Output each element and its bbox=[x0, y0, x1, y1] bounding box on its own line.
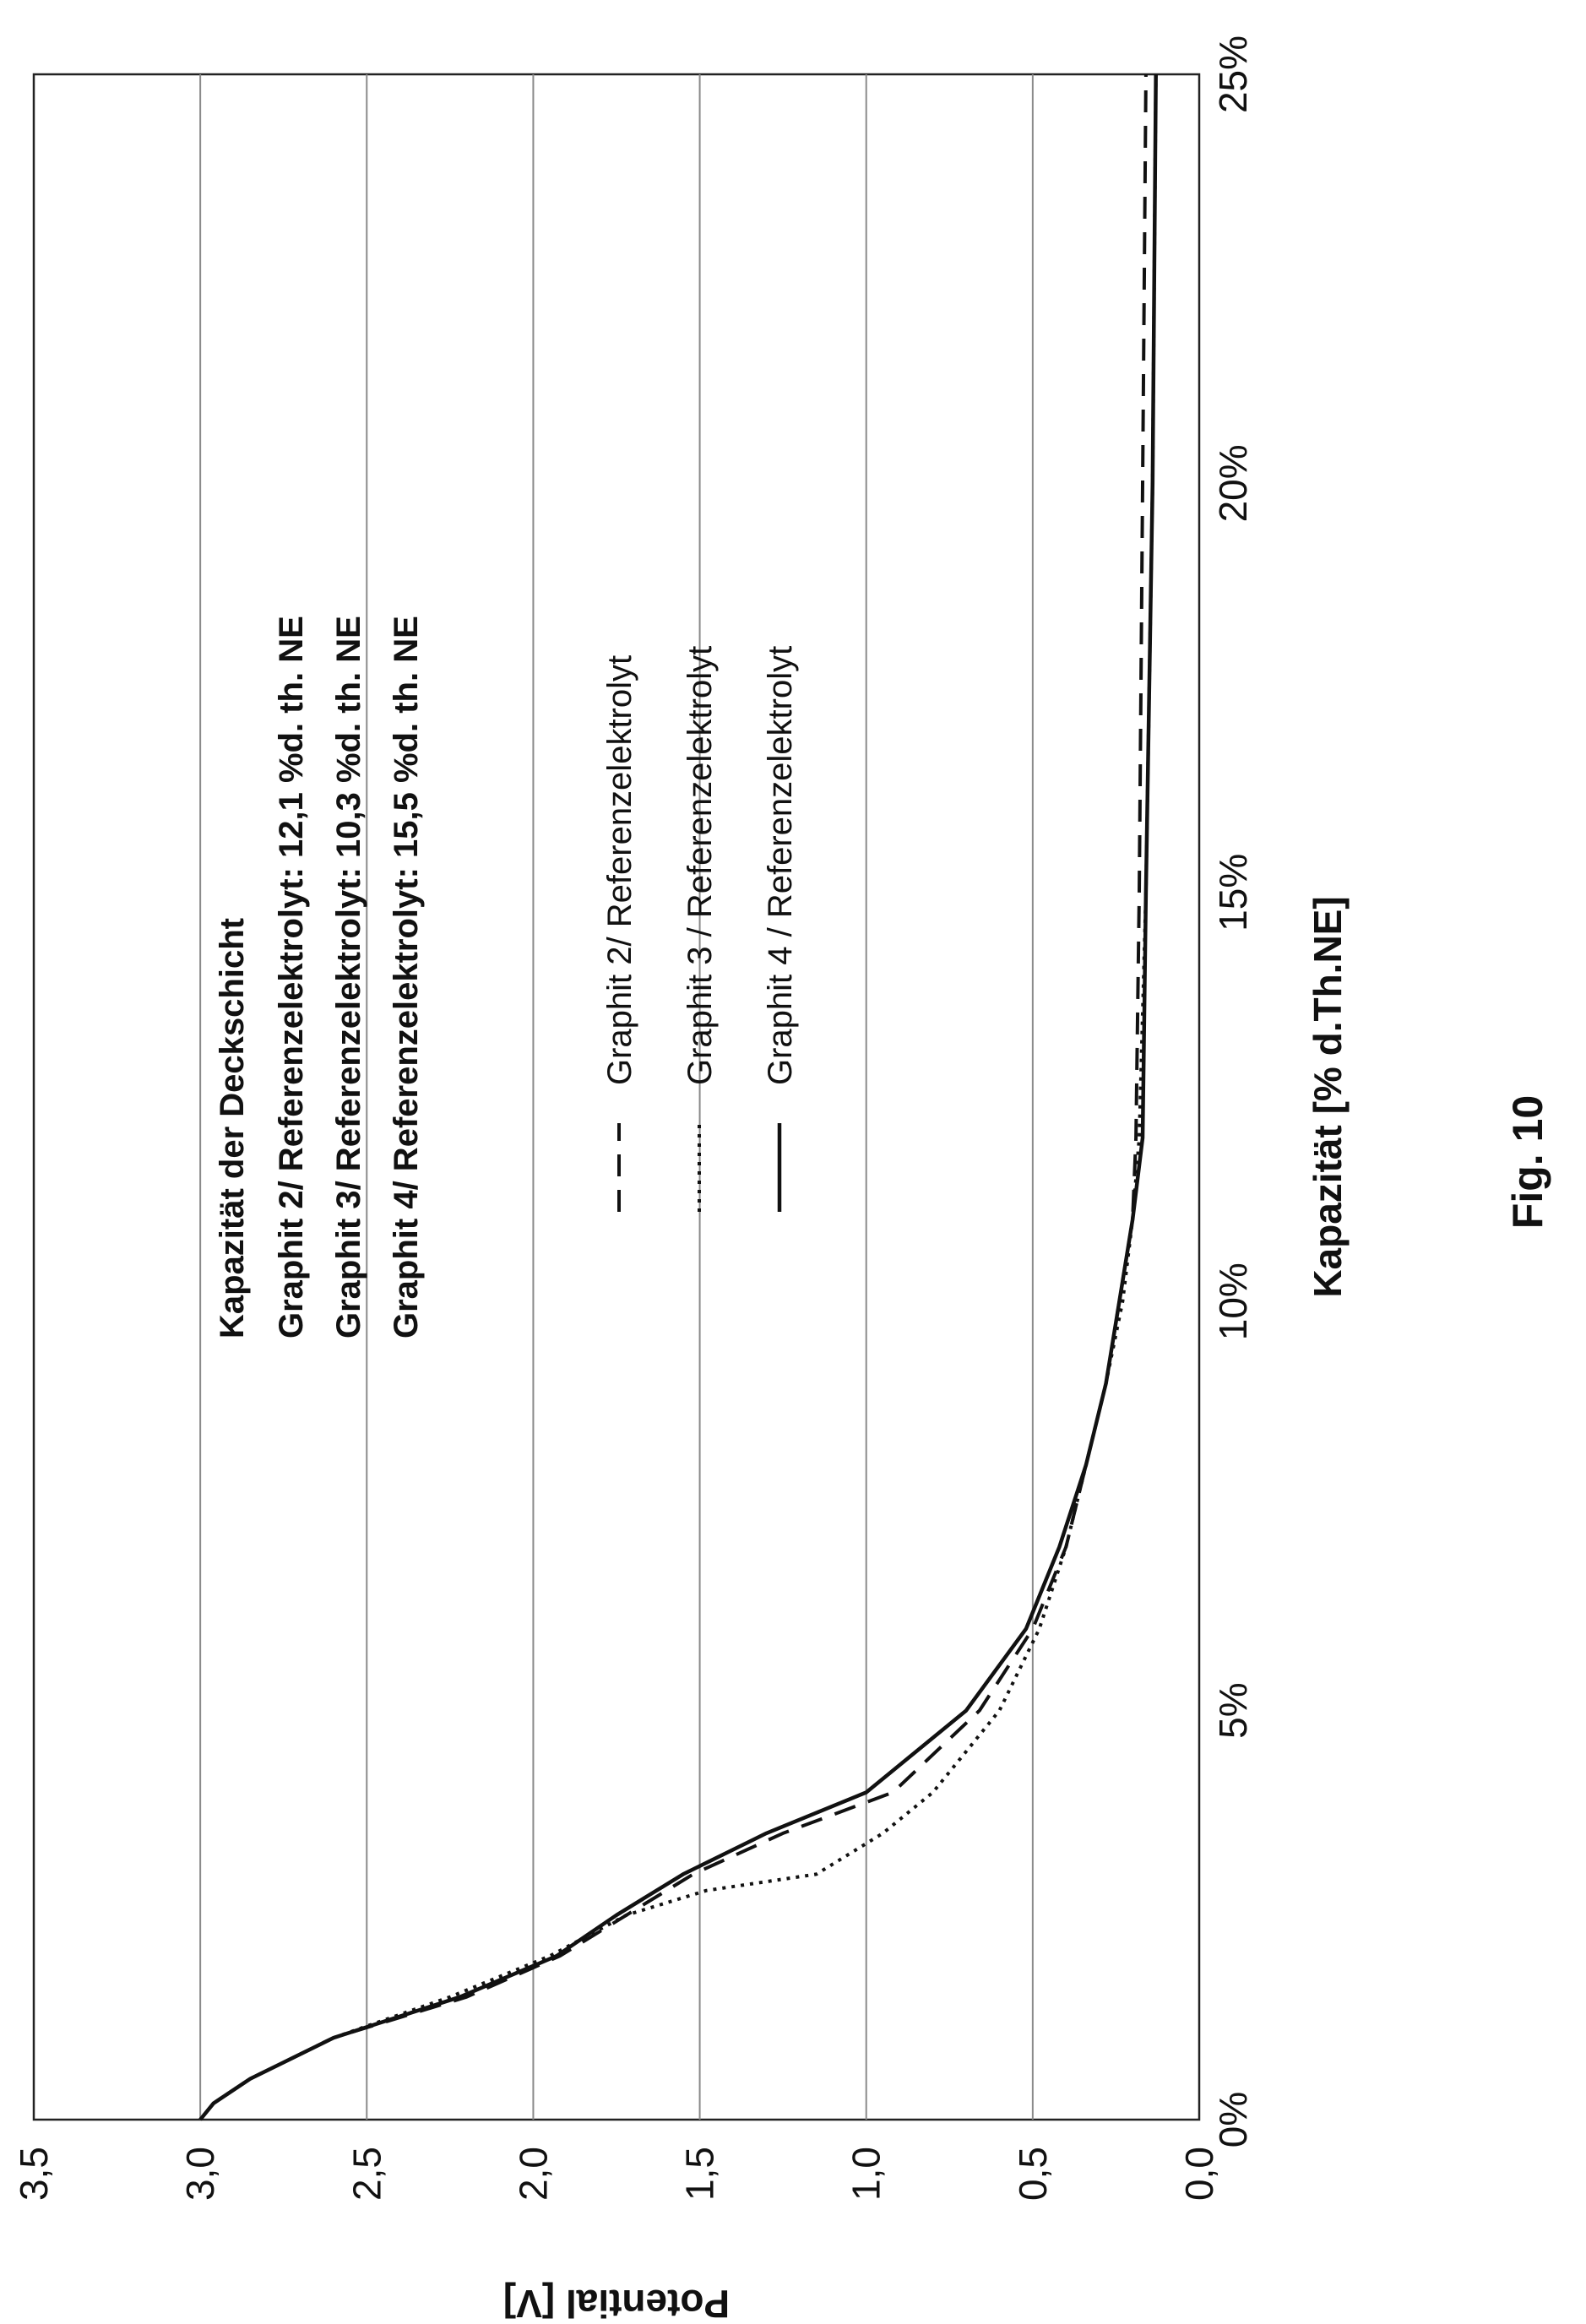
annotation-line: Graphit 4/ Referenzelektrolyt: 15,5 %d. … bbox=[388, 616, 425, 1338]
axes: 0,0 0,5 1,0 1,5 2,0 2,5 3,0 3,5 0% 5% 10% 15% 20% 25%… bbox=[12, 35, 1350, 2324]
figure-label: Fig. 10 bbox=[1504, 1095, 1551, 1229]
plot-area bbox=[34, 74, 1199, 2120]
y-tick-label: 3,0 bbox=[178, 2147, 222, 2201]
legend-label: Graphit 4 / Referenzelektrolyt bbox=[762, 646, 799, 1085]
x-tick-label: 5% bbox=[1211, 1682, 1255, 1738]
x-tick-label: 10% bbox=[1211, 1262, 1255, 1340]
y-axis-title: Potential [V] bbox=[503, 2282, 730, 2324]
plot-frame bbox=[34, 74, 1199, 2120]
y-tick-label: 2,0 bbox=[511, 2147, 555, 2201]
x-tick-label: 20% bbox=[1211, 444, 1255, 522]
x-axis-title: Kapazität [% d.Th.NE] bbox=[1306, 896, 1350, 1297]
y-tick-label: 0,0 bbox=[1177, 2147, 1221, 2201]
legend: Graphit 2/ Referenzelektrolyt Graphit 3 /… bbox=[601, 646, 799, 1212]
legend-label: Graphit 2/ Referenzelektrolyt bbox=[601, 655, 638, 1085]
legend-label: Graphit 3 / Referenzelektrolyt bbox=[682, 646, 719, 1085]
x-tick-label: 15% bbox=[1211, 854, 1255, 931]
y-tick-label: 0,5 bbox=[1011, 2147, 1055, 2201]
x-tick-label: 25% bbox=[1211, 35, 1255, 113]
y-tick-label: 1,0 bbox=[845, 2147, 888, 2201]
annotation-title: Kapazität der Deckschicht bbox=[214, 918, 251, 1338]
capacity-annotation: Kapazität der Deckschicht Graphit 2/ Refe… bbox=[214, 616, 425, 1338]
annotation-line: Graphit 3/ Referenzelektrolyt: 10,3 %d. … bbox=[330, 616, 367, 1338]
y-tick-label: 3,5 bbox=[12, 2147, 56, 2201]
y-tick-label: 1,5 bbox=[678, 2147, 722, 2201]
annotation-line: Graphit 2/ Referenzelektrolyt: 12,1 %d. … bbox=[273, 616, 310, 1338]
x-tick-label: 0% bbox=[1211, 2092, 1255, 2148]
y-tick-label: 2,5 bbox=[345, 2147, 388, 2201]
